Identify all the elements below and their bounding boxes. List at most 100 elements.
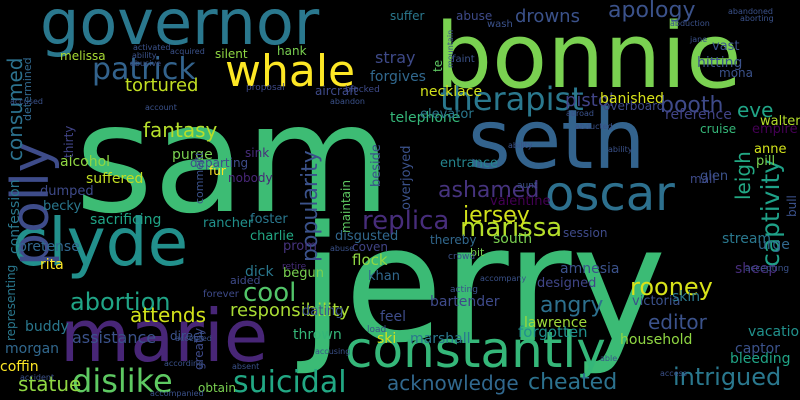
word-banished: banished [600,91,664,107]
word-seth: seth [468,93,646,188]
word-melissa: melissa [60,49,106,63]
word-beside: beside [369,143,384,187]
word-suffer: suffer [390,9,425,23]
word-patrick: patrick [92,52,196,87]
word-lawrence: lawrence [524,315,588,331]
word-accepting: accepting [745,264,790,274]
word-mona: mona [719,66,753,80]
word-acquired: acquired [170,47,205,56]
word-sam: sam [75,73,392,247]
word-marshall: marshall [410,331,471,347]
word-coven: coven [352,240,389,254]
word-thrown: thrown [293,327,342,343]
word-fur: fur [209,164,226,178]
word-abuse: abuse [456,9,493,23]
word-captor: captor [735,341,780,357]
word-mountain: mountain [446,30,455,69]
word-tortured: tortured [125,75,199,96]
word-direct: direct [170,329,205,343]
word-south: south [493,231,533,247]
word-blocked: blocked [345,85,380,95]
word-aborting: aborting [740,14,774,23]
word-khan: khan [368,269,400,284]
word-hank: hank [277,44,307,58]
word-suicidal: suicidal [233,365,347,400]
word-faint: faint [452,54,475,65]
word-stray: stray [375,48,416,67]
word-angry: angry [540,293,604,318]
word-suffered: suffered [86,171,144,187]
word-ashamed: ashamed [438,178,540,203]
word-alcohol: alcohol [60,154,111,170]
word-walter: walter [760,114,800,129]
word-forever: forever [203,289,239,300]
word-pistol: pistol [565,90,614,111]
word-sink: sink [245,146,270,160]
word-marissa: marissa [460,213,563,243]
word-proposal: proposal [246,83,285,93]
word-buddy: buddy [25,319,69,335]
word-clyde: clyde [12,204,189,281]
word-aided: aided [230,274,261,287]
word-editor: editor [648,310,707,334]
word-drowns: drowns [515,6,580,27]
word-dumped: dumped [40,184,94,199]
word-abducted: abducted [575,122,613,131]
word-assistance: assistance [72,328,157,347]
word-abuse: abuse [330,244,355,253]
word-rita: rita [40,257,64,273]
word-te: te [431,60,445,73]
word-forgotten: forgotten [518,323,588,341]
word-flock: flock [352,251,388,269]
word-session: session [563,226,608,240]
word-accompany: accompany [480,274,527,283]
word-able: able [600,354,618,363]
word-determined: determined [21,57,34,121]
word-thirty: thirty [62,125,76,159]
word-ability: ability [508,141,533,150]
word-therapist: therapist [440,80,584,118]
word-cruise: cruise [700,122,737,136]
word-abortion: abortion [70,288,171,316]
word-intrigued: intrigued [673,363,782,391]
word-retire: retire [282,262,307,272]
word-elevator: elevator [420,107,474,122]
word-vacation: vacation [748,324,800,340]
word-replica: replica [362,206,450,236]
word-governor: governor [40,0,320,59]
word-acknowledge: acknowledge [387,371,519,395]
word-activated: activated [133,43,171,52]
word-according: according [164,359,204,368]
word-rooney: rooney [630,273,713,301]
word-access: access [660,369,687,378]
word-accusing: accusing [315,347,351,356]
word-dating: dating [302,304,344,319]
word-reference: reference [665,107,732,123]
word-acting: acting [450,285,478,295]
word-valentine: valentine [490,194,551,209]
word-absent: absent [232,362,260,371]
word-jersey: jersey [463,203,530,228]
word-account: account [145,103,177,112]
word-rancher: rancher [203,216,254,231]
word-dislike: dislike [72,362,173,400]
word-overboard: overboard [603,99,665,113]
word-purge: purge [172,147,213,163]
word-whale: whale [225,46,356,97]
word-eve: eve [737,98,774,122]
word-attends: attends [130,303,207,327]
word-abroad: abroad [566,109,594,118]
word-bartender: bartender [430,294,500,310]
word-foster: foster [250,212,288,227]
word-representing: representing [4,265,18,342]
word-charlie: charlie [250,229,294,244]
word-overjoyed: overjoyed [399,145,414,211]
word-jane: jane [690,35,708,44]
word-cheated: cheated [528,370,618,395]
word-mall: mall [690,172,716,186]
word-accident: accident [20,373,55,382]
word-ability: ability [608,145,633,154]
word-morgan: morgan [5,341,60,357]
word-jerry: jerry [300,191,667,378]
word-obtain: obtain [198,381,236,395]
